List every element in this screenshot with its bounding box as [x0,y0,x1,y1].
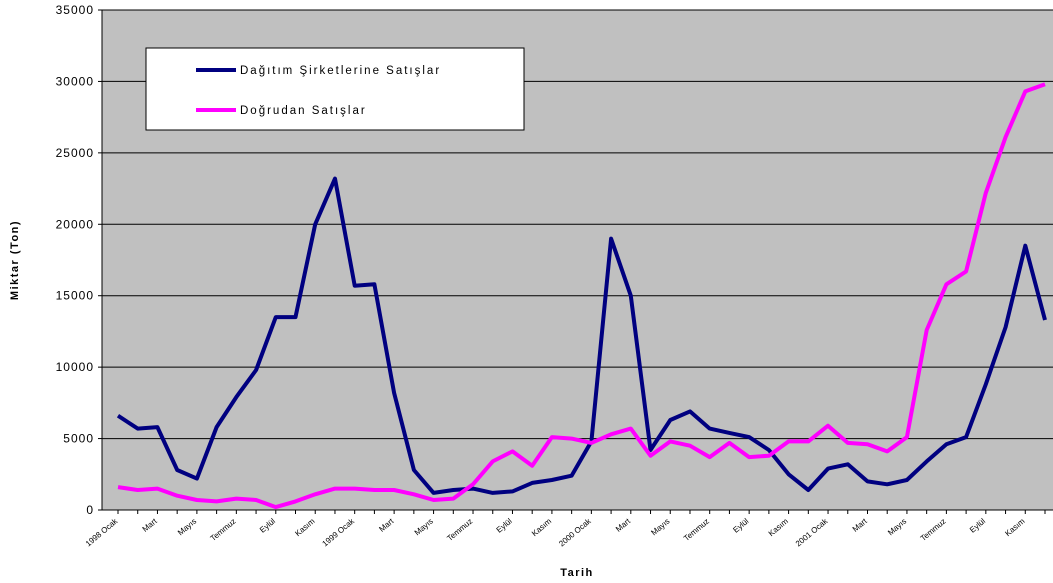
x-tick-label: Eylül [495,516,514,534]
x-tick-label: Mart [377,516,396,534]
y-axis-title: Miktar (Ton) [9,220,21,300]
x-tick-label: Temmuz [209,517,238,543]
x-tick-label: Eylül [258,516,277,534]
legend-label-dagitim: Dağıtım Şirketlerine Satışlar [240,65,441,77]
y-tick-label: 35000 [56,3,94,17]
x-tick-label: Temmuz [445,517,474,543]
x-tick-label: Mayıs [176,517,198,538]
x-tick-label: Eylül [968,516,987,534]
legend-box [146,48,524,130]
y-tick-label: 30000 [56,74,94,88]
y-tick-label: 20000 [56,217,94,231]
x-tick-label: 1998 Ocak [84,516,120,548]
x-tick-label: Kasım [530,516,553,538]
x-tick-label: Mayıs [413,517,435,538]
y-tick-label: 10000 [56,360,94,374]
y-tick-label: 5000 [63,432,94,446]
y-tick-label: 0 [86,503,94,517]
x-tick-label: Mart [141,516,160,534]
x-axis-title: Tarih [560,567,594,579]
x-tick-label: Mayıs [886,517,908,538]
x-tick-label: Kasım [293,516,316,538]
legend: Dağıtım Şirketlerine Satışlar Doğrudan S… [146,48,524,130]
x-tick-label: 2000 Ocak [557,516,593,548]
x-tick-label: Mart [851,516,870,534]
y-tick-label: 15000 [56,289,94,303]
x-tick-label: 2001 Ocak [794,516,830,548]
x-tick-label: Kasım [767,516,790,538]
x-tick-label: Mayıs [649,517,671,538]
x-tick-label: Mart [614,516,633,534]
x-tick-label: Kasım [1003,516,1026,538]
x-tick-label: 1999 Ocak [321,516,357,548]
x-tick-label: Temmuz [682,517,711,543]
x-tick-label: Temmuz [919,517,948,543]
legend-label-dogrudan: Doğrudan Satışlar [240,105,367,117]
y-tick-label: 25000 [56,146,94,160]
y-axis-ticks: 0 5000 10000 15000 20000 25000 30000 35000 [56,3,102,517]
x-axis-ticks: 1998 Ocak Mart Mayıs Temmuz Eylül Kasım 1999 O… [84,510,1045,548]
x-tick-label: Eylül [731,516,750,534]
